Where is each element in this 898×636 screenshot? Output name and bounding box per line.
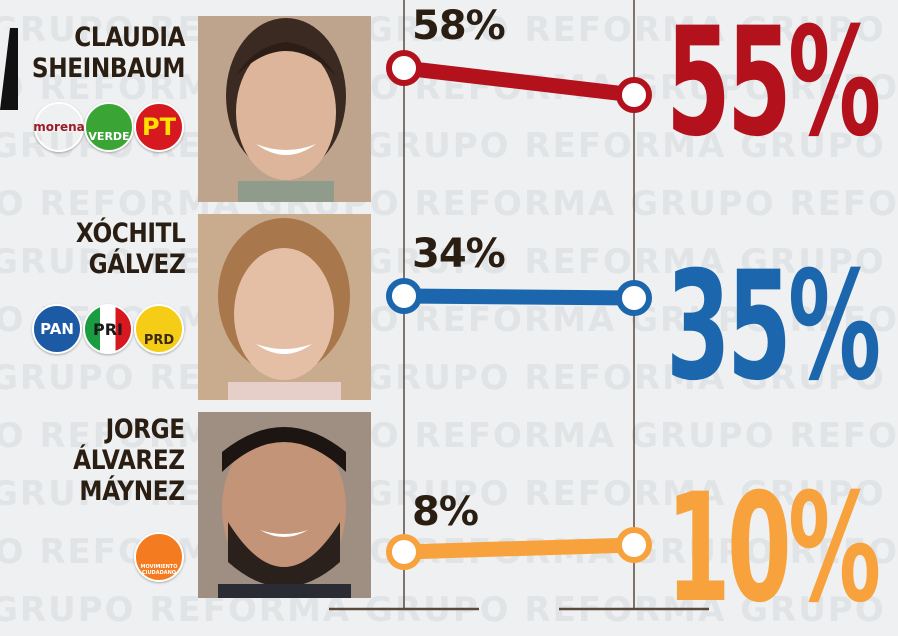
party-label: PAN — [40, 320, 74, 338]
candidate-photo-jorge — [198, 412, 371, 598]
morena-logo-icon: morena — [33, 102, 85, 152]
start-value-label: 58% — [412, 3, 506, 49]
candidate-name-line: MÁYNEZ — [79, 476, 186, 507]
verde-logo-icon: VERDE — [84, 102, 134, 152]
candidate-photo-xochitl — [198, 214, 371, 400]
prd-logo-icon: PRD — [134, 304, 184, 354]
series-line — [396, 288, 642, 306]
candidate-name-line: ÁLVAREZ — [73, 445, 185, 476]
end-value-label: 10% — [666, 462, 881, 636]
series-line — [396, 60, 642, 103]
pt-logo-icon: PT — [134, 102, 184, 152]
start-point — [386, 50, 422, 86]
party-label: morena — [33, 120, 85, 134]
candidate-name-line: SHEINBAUM — [31, 53, 186, 84]
party-label: PT — [142, 113, 176, 141]
party-label: PRD — [143, 332, 175, 348]
start-value-label: 34% — [412, 231, 506, 277]
end-value-label: 55% — [666, 0, 881, 170]
mc-logo-icon: MOVIMIENTO CIUDADANO — [134, 532, 184, 582]
portrait-image — [198, 16, 371, 202]
pan-logo-icon: PAN — [32, 304, 82, 354]
candidate-photo-claudia — [198, 16, 371, 202]
candidate-name-claudia: CLAUDIA SHEINBAUM — [31, 22, 186, 84]
end-point — [616, 280, 652, 316]
party-label: MOVIMIENTO CIUDADANO — [140, 564, 178, 576]
series-line — [396, 537, 642, 560]
party-label: VERDE — [88, 129, 130, 143]
candidate-name-xochitl: XÓCHITL GÁLVEZ — [75, 218, 185, 280]
start-value-label: 8% — [412, 489, 479, 535]
end-value-label: 35% — [666, 240, 881, 414]
portrait-image — [198, 214, 371, 400]
pri-logo-icon: PRI — [83, 304, 133, 354]
cropped-headline-fragment — [0, 28, 18, 110]
party-label: PRI — [93, 319, 123, 339]
candidate-name-line: JORGE — [105, 414, 185, 445]
start-point — [386, 278, 422, 314]
candidate-name-jorge: JORGE ÁLVAREZ MÁYNEZ — [73, 414, 185, 507]
end-point — [616, 77, 652, 113]
candidate-name-line: XÓCHITL — [75, 218, 185, 249]
start-point — [386, 534, 422, 570]
portrait-image — [198, 412, 371, 598]
candidate-name-line: CLAUDIA — [74, 22, 185, 53]
end-point — [616, 527, 652, 563]
candidate-name-line: GÁLVEZ — [88, 249, 185, 280]
